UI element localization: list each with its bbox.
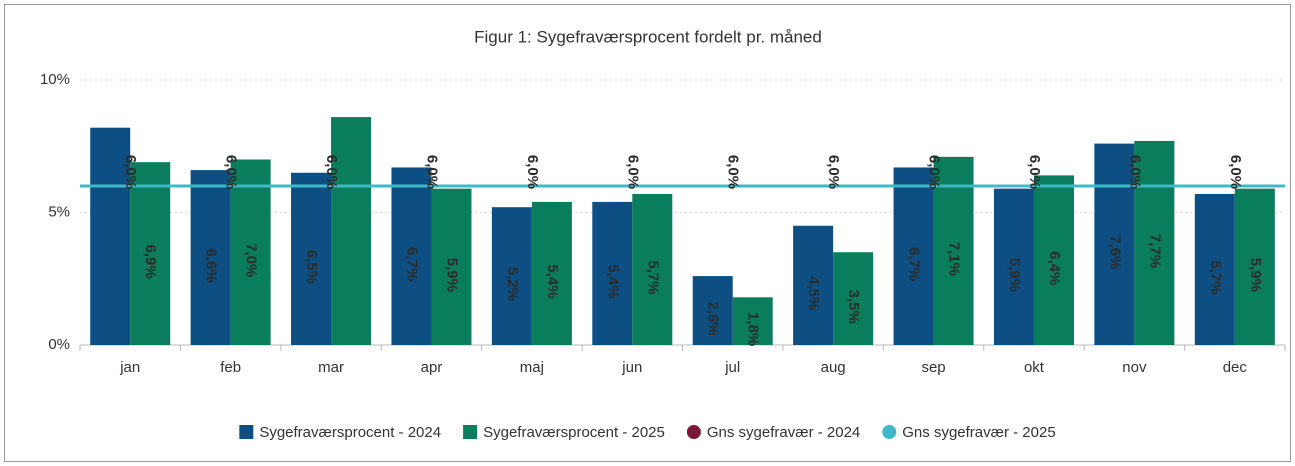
data-label: 6,0% — [223, 155, 240, 189]
data-label: 5,7% — [644, 260, 661, 294]
bar — [1194, 193, 1235, 345]
x-tick-label: apr — [421, 359, 443, 376]
data-label: 6,6% — [203, 248, 220, 282]
x-tick-label: feb — [220, 359, 241, 376]
legend-item: Gns sygefravær - 2025 — [882, 424, 1056, 441]
x-tick-label: sep — [921, 359, 945, 376]
bar — [692, 276, 733, 345]
x-tick-label: mar — [318, 359, 344, 376]
legend-swatch — [463, 425, 478, 439]
data-label: 6,0% — [1026, 155, 1043, 189]
data-label: 6,0% — [423, 155, 440, 189]
bar — [1033, 175, 1074, 345]
y-tick-label: 5% — [48, 203, 70, 220]
bar — [190, 170, 231, 345]
bar — [793, 225, 834, 345]
data-label: 1,8% — [745, 312, 762, 346]
data-label: 6,0% — [926, 155, 943, 189]
bar — [130, 162, 171, 345]
data-label: 5,9% — [443, 258, 460, 292]
legend-swatch — [686, 425, 701, 439]
x-tick-label: maj — [520, 359, 544, 376]
data-label: 5,4% — [604, 264, 621, 298]
data-label: 5,7% — [1207, 260, 1224, 294]
legend-label: Gns sygefravær - 2025 — [902, 424, 1055, 441]
bar — [732, 297, 773, 345]
data-label: 6,0% — [524, 155, 541, 189]
legend-label: Sygefraværsprocent - 2025 — [483, 424, 665, 441]
bar — [592, 201, 633, 345]
legend-item: Sygefraværsprocent - 2024 — [239, 424, 441, 441]
bar — [90, 127, 131, 345]
x-tick-label: jun — [621, 359, 642, 376]
data-label: 2,6% — [705, 301, 722, 335]
legend-swatch — [239, 425, 254, 439]
bar — [331, 117, 372, 345]
bar — [1094, 143, 1135, 345]
bar — [933, 156, 974, 345]
data-label: 6,0% — [122, 155, 139, 189]
bar — [531, 201, 572, 345]
data-label: 5,9% — [1006, 258, 1023, 292]
legend: Sygefraværsprocent - 2024 Sygefraværsproc… — [239, 424, 1056, 441]
legend-label: Gns sygefravær - 2024 — [707, 424, 860, 441]
data-label: 5,9% — [1247, 258, 1264, 292]
data-label: 6,7% — [906, 247, 923, 281]
data-label: 6,7% — [403, 247, 420, 281]
bar — [230, 159, 271, 345]
legend-item: Gns sygefravær - 2024 — [686, 424, 860, 441]
bar — [291, 172, 332, 345]
x-tick-label: jan — [119, 359, 140, 376]
legend-label: Sygefraværsprocent - 2024 — [259, 424, 441, 441]
bar — [1234, 188, 1275, 345]
y-tick-label: 10% — [40, 71, 70, 88]
legend-item: Sygefraværsprocent - 2025 — [463, 424, 665, 441]
x-tick-label: dec — [1223, 359, 1248, 376]
bar — [993, 188, 1034, 345]
data-label: 7,7% — [1146, 234, 1163, 268]
x-tick-label: aug — [821, 359, 846, 376]
data-label: 6,5% — [303, 250, 320, 284]
data-label: 6,0% — [825, 155, 842, 189]
x-tick-label: okt — [1024, 359, 1045, 376]
chart-title: Figur 1: Sygefraværsprocent fordelt pr. … — [474, 27, 822, 46]
data-label: 7,1% — [946, 242, 963, 276]
data-label: 6,4% — [1046, 251, 1063, 285]
bar — [431, 188, 472, 345]
data-label: 5,4% — [544, 264, 561, 298]
data-label: 4,5% — [805, 276, 822, 310]
data-label: 6,0% — [1227, 155, 1244, 189]
data-label: 5,2% — [504, 267, 521, 301]
y-tick-label: 0% — [48, 336, 70, 353]
bar — [833, 252, 874, 345]
data-label: 6,0% — [323, 155, 340, 189]
data-label: 6,0% — [624, 155, 641, 189]
bar — [1134, 140, 1175, 345]
bar — [632, 193, 673, 345]
data-label: 6,9% — [142, 244, 159, 278]
bar — [391, 167, 432, 345]
data-label: 7,6% — [1106, 235, 1123, 269]
data-label: 6,0% — [725, 155, 742, 189]
data-label: 7,0% — [243, 243, 260, 277]
data-label: 6,0% — [1126, 155, 1143, 189]
bar — [893, 167, 934, 345]
legend-swatch — [882, 425, 897, 439]
bar — [491, 207, 532, 345]
x-tick-label: jul — [724, 359, 740, 376]
data-label: 3,5% — [845, 290, 862, 324]
x-tick-label: nov — [1122, 359, 1147, 376]
